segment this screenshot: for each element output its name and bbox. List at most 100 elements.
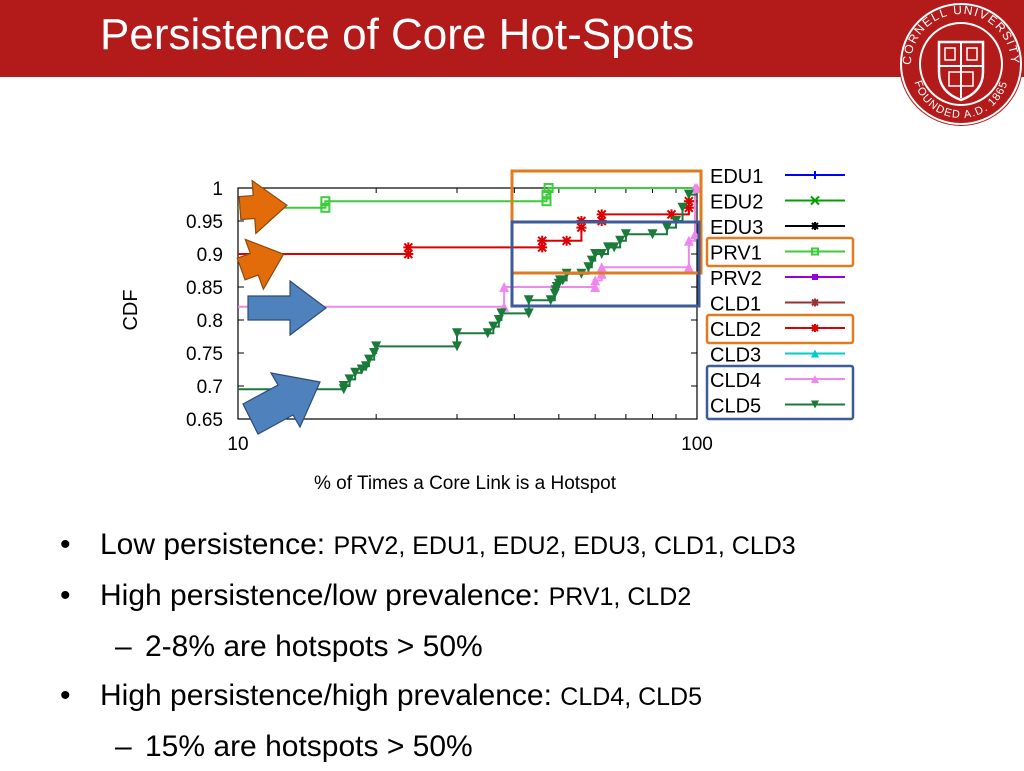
blue-arrow-cld4 [247, 279, 327, 337]
data-point [811, 298, 819, 307]
bullet-marker: • [60, 528, 71, 561]
data-point [451, 341, 462, 352]
bullet-high-persistence-high-prevalence: • High persistence/high prevalence: CLD4… [60, 671, 1000, 722]
y-tick-label: 0.65 [186, 410, 223, 431]
orange-arrow-cld2 [236, 238, 285, 291]
data-point [683, 202, 694, 213]
y-tick-label: 0.75 [186, 344, 223, 365]
bullet-detail: PRV2, EDU1, EDU2, EDU3, CLD1, CLD3 [333, 532, 796, 560]
legend-label-edu2: EDU2 [710, 192, 763, 214]
highlight-box-legend-prv1 [705, 236, 855, 268]
data-point [338, 381, 349, 391]
legend-label-edu3: EDU3 [710, 217, 763, 239]
data-point [482, 328, 493, 339]
data-point [609, 242, 620, 253]
bullet-high-persistence-low-prevalence: • High persistence/low prevalence: PRV1,… [60, 571, 1000, 622]
data-point [596, 209, 607, 220]
sub-bullet-high-prevalence: – 15% are hotspots > 50% [60, 722, 1000, 771]
data-point [488, 321, 499, 332]
data-point [541, 189, 552, 200]
x-tick-label: 100 [681, 434, 713, 455]
data-point [543, 183, 554, 193]
data-point [586, 255, 597, 266]
data-point [320, 202, 331, 213]
y-tick-label: 0.85 [186, 278, 223, 299]
data-point [371, 341, 382, 352]
data-point [596, 262, 607, 273]
data-point [561, 235, 572, 246]
slide-title: Persistence of Core Hot-Spots [100, 10, 695, 59]
data-point [496, 308, 507, 319]
sub-bullet-text: 2-8% are hotspots > 50% [145, 630, 483, 663]
cornell-seal-logo: CORNELL UNIVERSITY FOUNDED A.D. 1865 [899, 2, 1023, 126]
data-point [537, 235, 548, 246]
bullet-label: High persistence/high prevalence: [100, 679, 552, 712]
y-tick-label: 0.95 [186, 212, 223, 233]
data-point [811, 171, 819, 179]
data-point [557, 275, 568, 286]
legend-label-cld1: CLD1 [710, 294, 761, 316]
data-point [403, 249, 414, 259]
legend-label-prv2: PRV2 [710, 268, 762, 290]
data-point [811, 400, 819, 409]
bullet-detail: PRV1, CLD2 [548, 583, 692, 611]
data-point [677, 202, 688, 213]
bullet-label: High persistence/low prevalence: [100, 579, 541, 612]
y-tick-label: 0.7 [197, 377, 223, 398]
x-tick-label: 10 [227, 434, 248, 455]
bullet-label: Low persistence: [100, 528, 326, 561]
bullet-list: • Low persistence: PRV2, EDU1, EDU2, EDU… [60, 520, 1000, 771]
data-point [620, 229, 631, 240]
bullet-low-persistence: • Low persistence: PRV2, EDU1, EDU2, EDU… [60, 520, 1000, 571]
data-point [596, 249, 607, 259]
data-point [683, 189, 694, 200]
sub-bullet-low-prevalence: – 2-8% are hotspots > 50% [60, 622, 1000, 671]
data-point [320, 196, 331, 207]
legend-label-edu1: EDU1 [710, 166, 763, 188]
data-point [350, 367, 361, 378]
data-point [666, 209, 677, 220]
data-point [360, 361, 371, 372]
data-point [364, 354, 375, 365]
bullet-detail: CLD4, CLD5 [560, 683, 703, 711]
legend-label-cld2: CLD2 [710, 319, 761, 341]
data-point [451, 328, 462, 339]
data-point [537, 242, 548, 253]
title-bar [0, 0, 1024, 77]
chart-legend: EDU1 EDU2 EDU3 PRV1 PRV2 CLD1 CLD2 CLD3 CLD4 CLD5 [710, 166, 845, 418]
y-tick-label: 1 [212, 179, 223, 200]
legend-label-cld4: CLD4 [710, 370, 761, 392]
x-axis-label: % of Times a Core Link is a Hotspot [314, 473, 617, 494]
data-point [647, 229, 658, 240]
data-point [810, 195, 820, 206]
data-point [661, 222, 672, 233]
highlight-box-legend-cld4-cld5 [705, 364, 855, 421]
data-point [812, 274, 818, 280]
legend-label-cld5: CLD5 [710, 396, 761, 418]
highlight-box-legend-cld2 [705, 313, 855, 345]
data-point [344, 374, 355, 385]
sub-bullet-text: 15% are hotspots > 50% [145, 730, 473, 763]
data-point [590, 282, 601, 292]
data-point [541, 196, 552, 207]
data-point [403, 242, 414, 253]
sub-bullet-marker: – [115, 630, 132, 663]
data-point [590, 249, 601, 259]
data-point [523, 308, 534, 319]
legend-label-cld3: CLD3 [710, 345, 761, 367]
data-point [369, 348, 380, 358]
data-point [811, 349, 819, 358]
data-point [683, 196, 694, 207]
data-point [811, 324, 819, 332]
bullet-marker: • [60, 579, 71, 612]
data-point [683, 235, 694, 246]
data-point [583, 262, 594, 273]
blue-arrow-cld5 [242, 372, 321, 435]
y-tick-label: 0.8 [197, 311, 223, 332]
orange-arrow-prv1 [238, 179, 288, 235]
data-point [499, 282, 510, 292]
data-point [615, 235, 626, 246]
data-point [545, 295, 556, 306]
data-point [590, 275, 601, 286]
